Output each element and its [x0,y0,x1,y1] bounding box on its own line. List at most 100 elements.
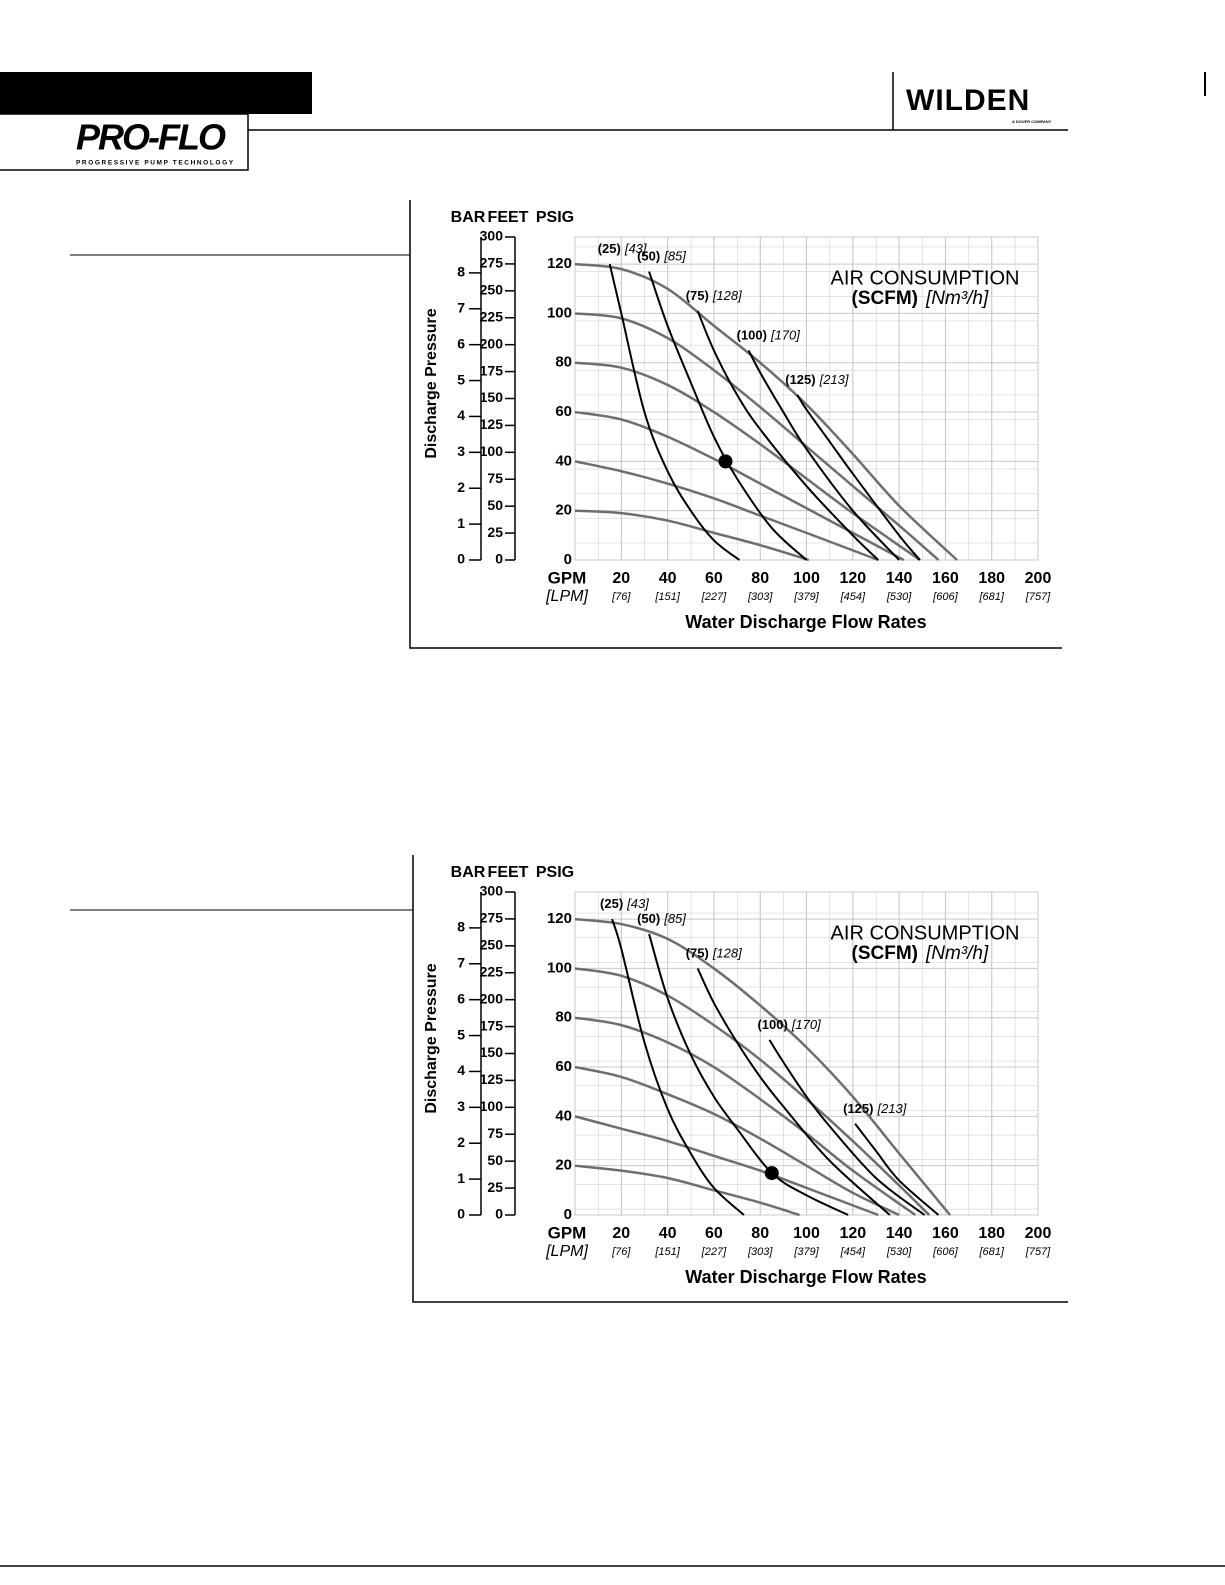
curve-label-scfm: (25) [600,897,623,912]
x-tick-label: 40 [659,1225,677,1242]
pressure-curve [574,1164,800,1217]
feet-tick-label: 300 [480,883,504,899]
wilden-tagline: A DOVER COMPANY [1012,119,1052,124]
pressure-curve [574,262,958,561]
x-tick-label-lpm: [606] [932,1246,958,1258]
psig-tick-label: 80 [555,1009,572,1026]
bar-tick-label: 8 [457,919,465,935]
pressure-curve [574,509,810,562]
curve-label: (75) [128] [686,288,742,303]
feet-tick-label: 250 [480,282,504,298]
x-tick-label: 140 [886,570,913,587]
bar-tick-label: 0 [457,551,465,567]
feet-tick-label: 250 [480,937,504,953]
x-tick-label-lpm: [757] [1025,1246,1051,1258]
bar-tick-label: 1 [457,1170,465,1186]
psig-tick-label: 60 [555,403,572,420]
x-tick-label: 140 [886,1225,913,1242]
feet-tick-label: 75 [487,1125,503,1141]
x-tick-label-lpm: [151] [654,591,680,603]
feet-tick-label: 50 [487,1152,503,1168]
x-tick-label: 160 [932,570,959,587]
curve-label-scfm: (50) [637,249,660,264]
bar-tick-label: 4 [457,407,465,423]
x-tick-label-lpm: [757] [1025,591,1051,603]
annotation-unit-metric: [Nm³/h] [925,288,989,309]
section-frame [412,855,1068,1303]
feet-tick-label: 175 [480,362,504,378]
feet-tick-label: 300 [480,228,504,244]
air-curve [696,310,879,561]
bar-tick-label: 0 [457,1206,465,1222]
curve-label: (25) [43] [598,242,647,257]
proflo-logo: PRO-FLO [76,117,226,158]
feet-tick-label: 225 [480,963,504,979]
air-curve [611,918,745,1216]
air-curve [608,263,740,561]
curve-label-scfm: (75) [686,288,709,303]
y-axis-title: Discharge Pressure [423,308,440,458]
curve-label-metric: [128] [712,946,742,961]
x-unit-secondary: [LPM] [545,588,588,605]
section-frame [409,200,1062,649]
psig-tick-label: 100 [547,304,572,321]
feet-tick-label: 200 [480,335,504,351]
x-tick-label: 20 [612,1225,630,1242]
x-tick-label: 200 [1025,570,1052,587]
header-bar [0,72,312,114]
psig-tick-label: 20 [555,1157,572,1174]
curve-label-scfm: (125) [843,1101,873,1116]
bar-tick-label: 6 [457,335,465,351]
x-tick-label-lpm: [454] [840,591,866,603]
curve-label-scfm: (75) [686,946,709,961]
annotation-title: AIR CONSUMPTION [831,267,1020,289]
annotation-title: AIR CONSUMPTION [831,922,1020,944]
feet-tick-label: 25 [487,524,503,540]
feet-axis-title: FEET [488,864,529,881]
curve-label: (125) [213] [843,1101,907,1116]
bar-tick-label: 5 [457,1026,465,1042]
curve-label-metric: [85] [663,911,686,926]
x-tick-label: 180 [978,570,1005,587]
curve-label-metric: [43] [626,897,649,912]
curve-label-scfm: (100) [737,328,767,343]
pressure-curve [574,1115,879,1217]
psig-tick-label: 120 [547,255,572,272]
air-curve [854,1123,940,1216]
pressure-curve [574,1065,900,1217]
curve-label-scfm: (50) [637,911,660,926]
air-curve [768,1039,926,1216]
x-tick-label: 60 [705,570,723,587]
bar-tick-label: 4 [457,1062,465,1078]
x-tick-label: 200 [1025,1225,1052,1242]
psig-tick-label: 120 [547,910,572,927]
curve-label-scfm: (125) [785,372,815,387]
curve-label-metric: [85] [663,249,686,264]
feet-tick-label: 225 [480,308,504,324]
pressure-curve [574,917,951,1216]
annotation-unit: (SCFM) [852,288,918,309]
curve-label: (125) [213] [785,372,849,387]
pressure-curve [574,312,940,561]
pressure-curve [574,1016,917,1217]
bar-tick-label: 5 [457,371,465,387]
bar-tick-label: 3 [457,443,465,459]
x-tick-label-lpm: [681] [978,591,1004,603]
x-tick-label-lpm: [606] [932,591,958,603]
curve-label-scfm: (25) [598,242,621,257]
feet-tick-label: 275 [480,910,504,926]
curve-label-metric: [128] [712,288,742,303]
x-unit: GPM [548,1223,587,1242]
bar-tick-label: 2 [457,479,465,495]
x-tick-label: 120 [839,570,866,587]
annotation-unit-metric: [Nm³/h] [925,943,989,964]
bar-tick-label: 7 [457,299,465,315]
x-tick-label: 160 [932,1225,959,1242]
x-unit-secondary: [LPM] [545,1243,588,1260]
psig-tick-label: 40 [555,452,572,469]
x-axis-title: Water Discharge Flow Rates [685,612,926,632]
curve-label: (75) [128] [686,946,742,961]
feet-tick-label: 100 [480,1098,504,1114]
